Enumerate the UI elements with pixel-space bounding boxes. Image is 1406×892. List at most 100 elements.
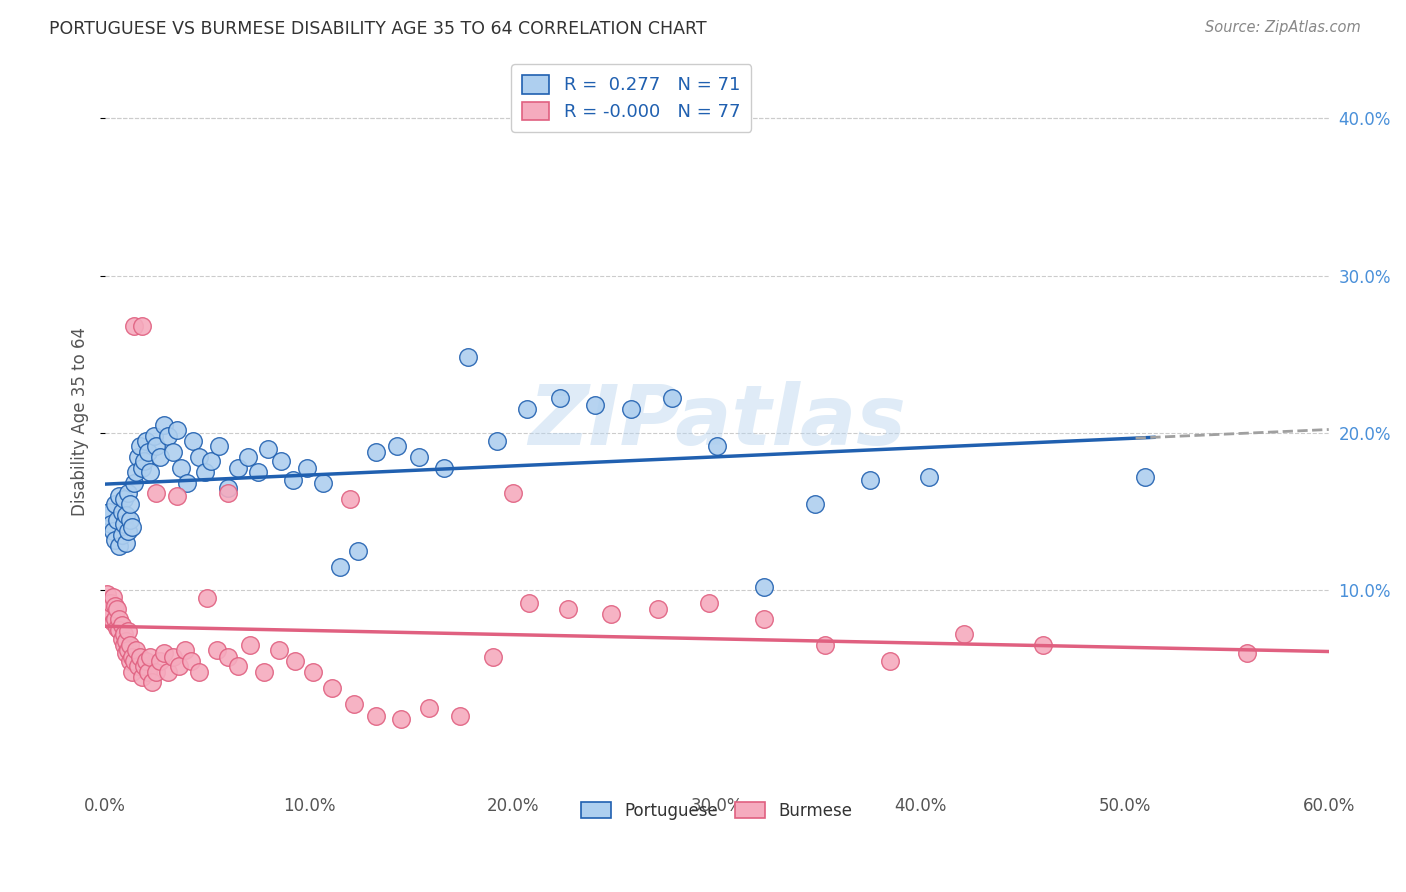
Point — [188, 450, 211, 464]
Point — [118, 497, 141, 511]
Point — [295, 460, 318, 475]
Point — [117, 643, 139, 657]
Point — [145, 485, 167, 500]
Point — [107, 621, 129, 635]
Text: ZIPatlas: ZIPatlas — [529, 381, 905, 462]
Point — [433, 460, 456, 475]
Point — [253, 665, 276, 680]
Point — [918, 470, 941, 484]
Point — [108, 623, 131, 637]
Point — [141, 674, 163, 689]
Point — [136, 445, 159, 459]
Point — [516, 402, 538, 417]
Point — [284, 654, 307, 668]
Point — [104, 612, 127, 626]
Point — [1236, 646, 1258, 660]
Point — [1135, 470, 1157, 484]
Point — [697, 596, 720, 610]
Text: PORTUGUESE VS BURMESE DISABILITY AGE 35 TO 64 CORRELATION CHART: PORTUGUESE VS BURMESE DISABILITY AGE 35 … — [49, 20, 707, 37]
Point — [247, 466, 270, 480]
Point — [96, 586, 118, 600]
Point — [859, 473, 882, 487]
Point — [176, 476, 198, 491]
Point — [114, 646, 136, 660]
Point — [145, 665, 167, 680]
Point — [339, 492, 361, 507]
Point — [167, 659, 190, 673]
Point — [557, 602, 579, 616]
Point — [110, 632, 132, 647]
Point — [173, 643, 195, 657]
Point — [153, 646, 176, 660]
Point — [267, 643, 290, 657]
Point — [208, 439, 231, 453]
Point — [385, 439, 408, 453]
Point — [135, 654, 157, 668]
Point — [110, 505, 132, 519]
Point — [312, 476, 335, 491]
Point — [117, 524, 139, 538]
Point — [270, 454, 292, 468]
Point — [121, 665, 143, 680]
Y-axis label: Disability Age 35 to 64: Disability Age 35 to 64 — [72, 326, 89, 516]
Point — [166, 489, 188, 503]
Point — [195, 591, 218, 606]
Point — [153, 418, 176, 433]
Point — [207, 643, 229, 657]
Point — [366, 709, 388, 723]
Point — [135, 434, 157, 448]
Point — [103, 615, 125, 629]
Point — [118, 654, 141, 668]
Point — [548, 392, 571, 406]
Point — [281, 473, 304, 487]
Point — [814, 639, 837, 653]
Point — [100, 607, 122, 621]
Point — [136, 665, 159, 680]
Point — [162, 445, 184, 459]
Point — [104, 599, 127, 614]
Point — [706, 439, 728, 453]
Point — [103, 524, 125, 538]
Point — [127, 659, 149, 673]
Point — [132, 659, 155, 673]
Point — [502, 485, 524, 500]
Point — [457, 351, 479, 365]
Point — [257, 442, 280, 456]
Point — [104, 533, 127, 547]
Point — [132, 454, 155, 468]
Point — [108, 539, 131, 553]
Point — [107, 512, 129, 526]
Point — [107, 602, 129, 616]
Point — [112, 492, 135, 507]
Point — [366, 445, 388, 459]
Point — [449, 709, 471, 723]
Point — [114, 508, 136, 522]
Point — [100, 596, 122, 610]
Point — [98, 505, 121, 519]
Point — [108, 612, 131, 626]
Point — [217, 481, 239, 495]
Point — [162, 649, 184, 664]
Point — [118, 639, 141, 653]
Point — [752, 580, 775, 594]
Point — [100, 517, 122, 532]
Point — [122, 476, 145, 491]
Point — [302, 665, 325, 680]
Point — [188, 665, 211, 680]
Point — [583, 398, 606, 412]
Point — [96, 508, 118, 522]
Point — [112, 639, 135, 653]
Point — [145, 439, 167, 453]
Point — [329, 559, 352, 574]
Point — [347, 544, 370, 558]
Point — [143, 429, 166, 443]
Point — [879, 654, 901, 668]
Point — [226, 659, 249, 673]
Point — [519, 596, 541, 610]
Point — [98, 596, 121, 610]
Point — [125, 643, 148, 657]
Point — [1032, 639, 1054, 653]
Point — [217, 485, 239, 500]
Point — [620, 402, 643, 417]
Point — [804, 497, 827, 511]
